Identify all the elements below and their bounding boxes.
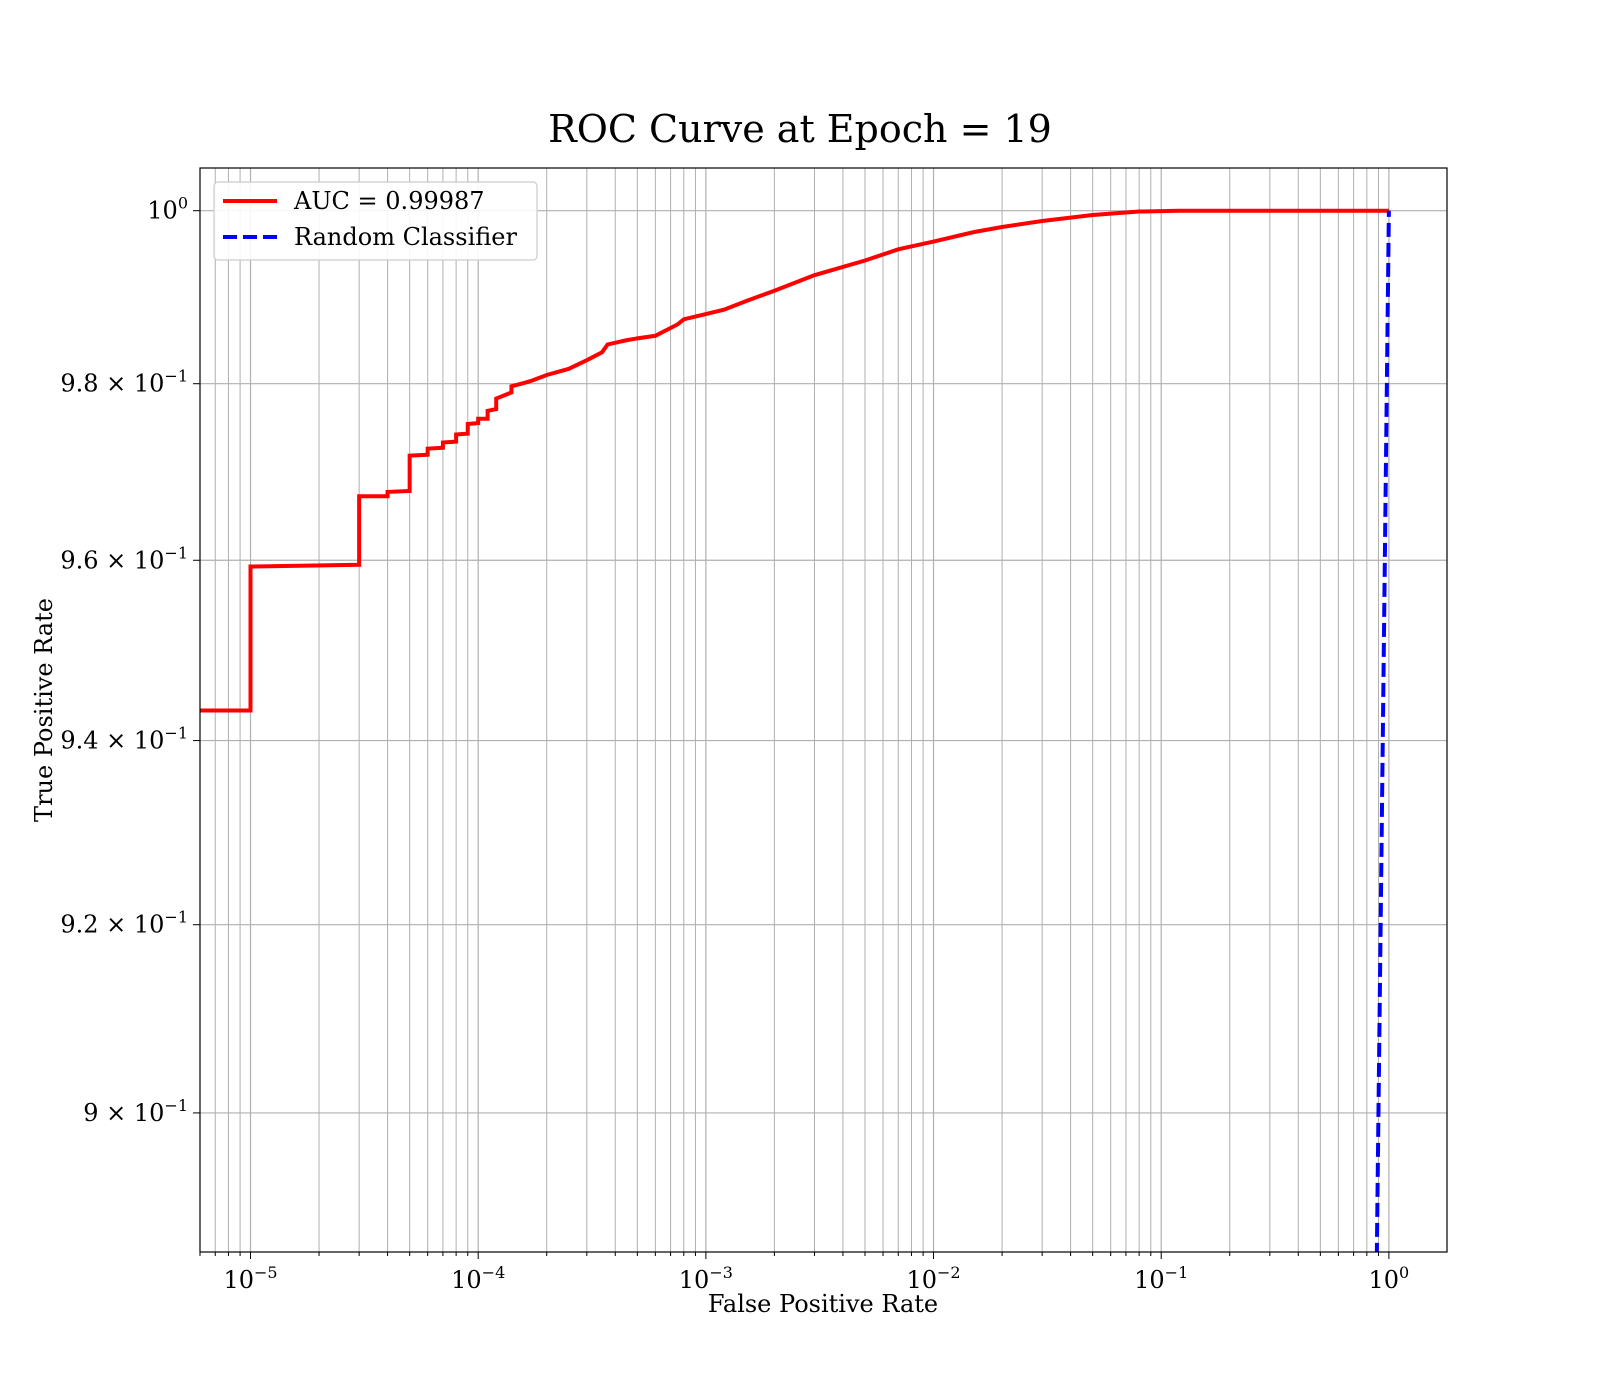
x-tick-label: 10−3 — [679, 1263, 733, 1294]
grid-lines — [199, 168, 1447, 1252]
y-axis-label: True Positive Rate — [30, 598, 58, 822]
legend-label-random: Random Classifier — [294, 223, 517, 251]
y-tick-label: 9.8 × 10−1 — [60, 367, 188, 398]
y-tick-label: 9 × 10−1 — [83, 1096, 188, 1127]
legend-label-auc: AUC = 0.99987 — [293, 187, 485, 215]
plot-frame — [199, 167, 1448, 1253]
roc-curve-line — [200, 208, 1389, 713]
y-tick-label: 9.6 × 10−1 — [60, 543, 188, 574]
random-classifier-line — [1374, 210, 1391, 1252]
legend-box — [213, 181, 538, 261]
x-tick-label: 100 — [1369, 1263, 1410, 1294]
x-axis-ticks: 10−5 10−4 10−3 10−2 10−1 100 — [199, 1252, 1410, 1294]
x-tick-label: 10−4 — [451, 1263, 505, 1294]
x-tick-label: 10−5 — [223, 1263, 277, 1294]
y-tick-label: 9.4 × 10−1 — [60, 724, 188, 755]
legend: AUC = 0.99987 Random Classifier — [213, 181, 538, 261]
plot-area — [200, 168, 1447, 1252]
y-axis-ticks: 9 × 10−1 9.2 × 10−1 9.4 × 10−1 9.6 × 10−1 9.… — [60, 194, 200, 1127]
chart-title: ROC Curve at Epoch = 19 — [548, 107, 1052, 151]
x-tick-label: 10−2 — [906, 1263, 960, 1294]
x-tick-label: 10−1 — [1134, 1263, 1188, 1294]
x-axis-label: False Positive Rate — [708, 1290, 938, 1318]
y-tick-label: 100 — [147, 194, 188, 225]
y-tick-label: 9.2 × 10−1 — [60, 908, 188, 939]
series-layer — [200, 208, 1391, 1252]
